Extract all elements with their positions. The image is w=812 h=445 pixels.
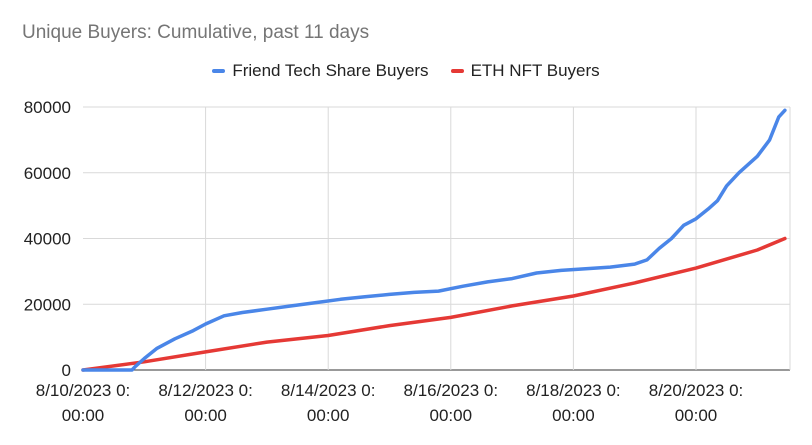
y-tick-label: 40000 <box>24 230 71 249</box>
legend-item-friend-tech[interactable]: Friend Tech Share Buyers <box>212 61 429 81</box>
legend-label-eth-nft: ETH NFT Buyers <box>470 61 600 80</box>
x-tick-label: 00:00 <box>307 406 350 425</box>
y-tick-label: 20000 <box>24 295 71 314</box>
series-line-friend-tech <box>81 108 787 372</box>
legend-label-friend-tech: Friend Tech Share Buyers <box>232 61 429 80</box>
x-tick-label: 00:00 <box>430 406 473 425</box>
x-tick-label: 00:00 <box>184 406 227 425</box>
x-tick-label: 8/10/2023 0: <box>36 381 131 400</box>
series-line-eth-nft <box>81 236 787 372</box>
chart-title: Unique Buyers: Cumulative, past 11 days <box>22 22 370 43</box>
x-tick-label: 8/14/2023 0: <box>281 381 376 400</box>
legend-item-eth-nft[interactable]: ETH NFT Buyers <box>450 61 600 81</box>
x-tick-label: 8/12/2023 0: <box>158 381 253 400</box>
y-tick-label: 80000 <box>24 98 71 117</box>
y-tick-label: 0 <box>62 361 71 380</box>
legend: Friend Tech Share Buyers ETH NFT Buyers <box>0 61 812 81</box>
legend-swatch-eth-nft <box>450 69 464 73</box>
x-tick-label: 00:00 <box>552 406 595 425</box>
legend-swatch-friend-tech <box>212 69 226 73</box>
x-tick-label: 8/18/2023 0: <box>526 381 621 400</box>
x-tick-label: 00:00 <box>62 406 105 425</box>
x-tick-label: 00:00 <box>675 406 718 425</box>
y-tick-label: 60000 <box>24 164 71 183</box>
x-tick-label: 8/20/2023 0: <box>649 381 744 400</box>
x-tick-label: 8/16/2023 0: <box>404 381 499 400</box>
